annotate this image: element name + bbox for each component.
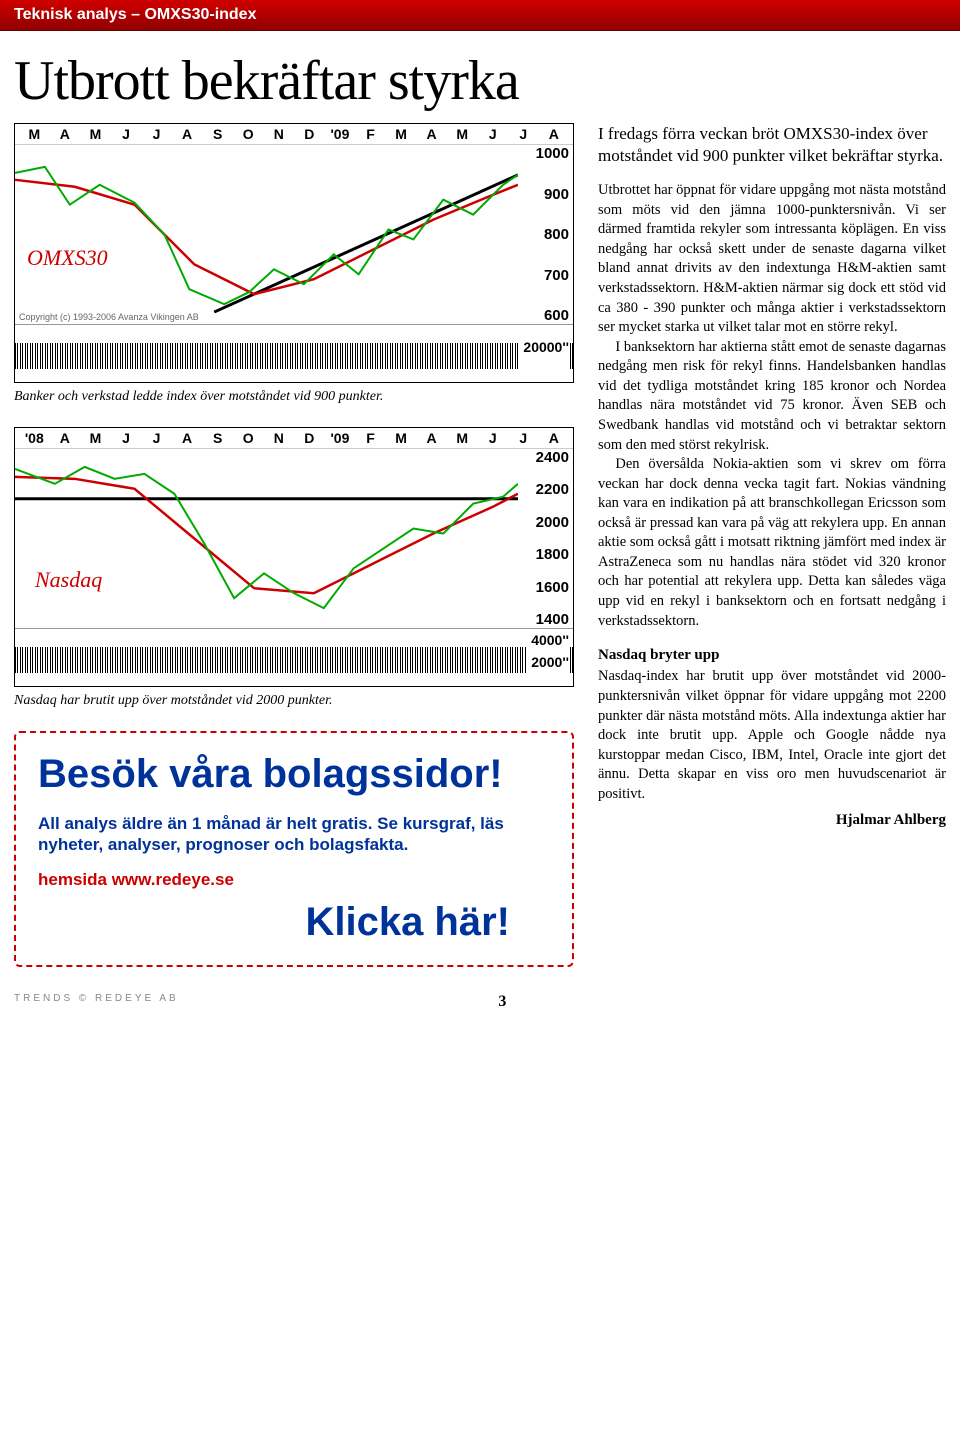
- chart2-yaxis: 240022002000180016001400: [536, 449, 569, 628]
- chart2-svg: [15, 449, 518, 628]
- chart1-volume-labels: 20000'': [519, 325, 569, 369]
- promo-box: Besök våra bolagssidor! All analys äldre…: [14, 731, 574, 967]
- article-body-2: Nasdaq-index har brutit upp över motstån…: [598, 667, 946, 804]
- promo-cta-link[interactable]: Klicka här!: [38, 900, 550, 945]
- left-column: MAMJJASOND'09FMAMJJA 1000900800700600 OM…: [14, 123, 574, 967]
- chart2-body: 240022002000180016001400 Nasdaq: [15, 449, 573, 629]
- chart1-body: 1000900800700600 OMXS30 Copyright (c) 19…: [15, 145, 573, 325]
- chart1-copyright: Copyright (c) 1993-2006 Avanza Vikingen …: [19, 312, 199, 322]
- chart-omxs30: MAMJJASOND'09FMAMJJA 1000900800700600 OM…: [14, 123, 574, 383]
- page-title: Utbrott bekräftar styrka: [0, 31, 960, 123]
- page-footer: TRENDS © REDEYE AB 3: [0, 987, 960, 1011]
- chart1-volume: 20000'': [15, 325, 573, 369]
- promo-title: Besök våra bolagssidor!: [38, 753, 550, 795]
- chart1-months: MAMJJASOND'09FMAMJJA: [15, 124, 573, 145]
- promo-url[interactable]: hemsida www.redeye.se: [38, 870, 550, 890]
- chart2-volume-labels: 4000''2000'': [527, 629, 569, 673]
- article-p2: I banksektorn har aktierna stått emot de…: [598, 338, 946, 455]
- chart2-months: '08AMJJASOND'09FMAMJJA: [15, 428, 573, 449]
- article-p3: Den översålda Nokia-aktien som vi skrev …: [598, 455, 946, 631]
- article-p1: Utbrottet har öppnat för vidare uppgång …: [598, 181, 946, 338]
- caption-1: Banker och verkstad ledde index över mot…: [14, 389, 574, 405]
- article-intro: I fredags förra veckan bröt OMXS30-index…: [598, 123, 946, 167]
- chart1-label: OMXS30: [27, 245, 108, 271]
- article-p4: Nasdaq-index har brutit upp över motstån…: [598, 667, 946, 804]
- right-column: I fredags förra veckan bröt OMXS30-index…: [598, 123, 946, 967]
- promo-text: All analys äldre än 1 månad är helt grat…: [38, 813, 550, 856]
- section-header: Teknisk analys – OMXS30-index: [0, 0, 960, 31]
- caption-2: Nasdaq har brutit upp över motståndet vi…: [14, 693, 574, 709]
- footer-pagenum: 3: [498, 993, 506, 1011]
- article-author: Hjalmar Ahlberg: [598, 810, 946, 830]
- footer-right-spacer: [826, 993, 946, 1011]
- chart1-yaxis: 1000900800700600: [536, 145, 569, 324]
- chart2-volume: 4000''2000'': [15, 629, 573, 673]
- article-subhead: Nasdaq bryter upp: [598, 645, 946, 665]
- chart1-svg: [15, 145, 518, 324]
- chart2-label: Nasdaq: [35, 567, 102, 593]
- content-columns: MAMJJASOND'09FMAMJJA 1000900800700600 OM…: [0, 123, 960, 987]
- footer-left: TRENDS © REDEYE AB: [14, 993, 179, 1011]
- chart1-price-line: [15, 167, 518, 304]
- article-body: Utbrottet har öppnat för vidare uppgång …: [598, 181, 946, 631]
- chart-nasdaq: '08AMJJASOND'09FMAMJJA 24002200200018001…: [14, 427, 574, 687]
